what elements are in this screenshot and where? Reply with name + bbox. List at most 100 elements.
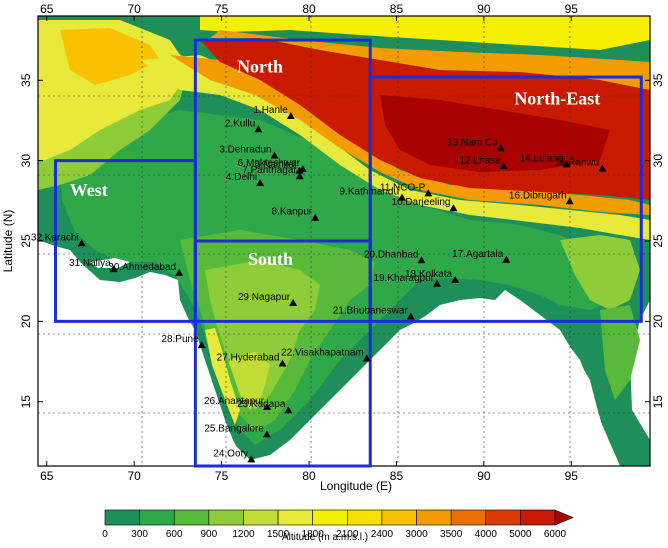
colorbar-tick-label: 300 xyxy=(131,529,148,540)
x-tick-label-top: 75 xyxy=(215,2,229,16)
colorbar-segment xyxy=(381,509,417,526)
station-label: 1.Hanle xyxy=(253,105,288,116)
station-label: 10.Darjeeling xyxy=(392,197,451,208)
station-label: 30.Ahmedabad xyxy=(108,262,176,273)
colorbar-tick-label: 2100 xyxy=(336,529,359,540)
station-marker xyxy=(254,125,263,133)
x-tick-label-top: 65 xyxy=(40,2,54,16)
gulf-kutch xyxy=(90,258,130,268)
tarim-border xyxy=(210,30,650,90)
region-label-north-east: North-East xyxy=(514,88,600,108)
x-tick-label: 75 xyxy=(215,469,229,483)
colorbar-tick-label: 0 xyxy=(102,529,108,540)
station-marker xyxy=(197,341,206,349)
station-marker xyxy=(289,298,298,306)
station-label: 7.Pantnagar xyxy=(242,165,297,176)
station-label: 15.Ranwu xyxy=(554,158,599,169)
region-label-south: South xyxy=(248,249,293,269)
colorbar-segment xyxy=(347,509,383,526)
station-marker xyxy=(598,164,607,172)
station-label: 3.Dehradun xyxy=(219,145,271,156)
station-label: 19.Kharagpur xyxy=(373,273,434,284)
station-label: 17.Agartala xyxy=(452,249,504,260)
y-axis-label: Latitude (N) xyxy=(1,210,15,273)
x-axis-label: Longitude (E) xyxy=(320,479,392,493)
colorbar-tick-label: 4000 xyxy=(475,529,498,540)
station-label: 25.Bangalore xyxy=(204,423,264,434)
station-marker xyxy=(247,455,256,463)
y-tick-label: 25 xyxy=(19,234,33,248)
tibetan-plateau-high xyxy=(380,95,610,172)
station-label: 31.Naliya xyxy=(69,258,111,269)
y-tick-label-right: 30 xyxy=(651,154,665,168)
station-marker xyxy=(451,276,460,284)
station-marker xyxy=(278,359,287,367)
colorbar-tick-label: 5000 xyxy=(509,529,532,540)
colorbar-segment xyxy=(139,509,175,526)
colorbar-tick-label: 2400 xyxy=(371,529,394,540)
station-marker xyxy=(109,265,118,273)
station-marker xyxy=(417,256,426,264)
station-label: 6.Mukteshwar xyxy=(238,158,301,169)
colorbar-tick-label: 1200 xyxy=(232,529,255,540)
station-label: 29.Nagapur xyxy=(238,292,291,303)
station-label: 5.Nainital xyxy=(255,160,297,171)
station-marker xyxy=(499,162,508,170)
station-label: 20.Dhanbad xyxy=(364,249,419,260)
y-tick-label-right: 25 xyxy=(651,234,665,248)
colorbar-segment xyxy=(520,509,556,526)
station-label: 28.Pune xyxy=(161,334,199,345)
colorbar-tick-label: 900 xyxy=(201,529,218,540)
station-marker xyxy=(284,406,293,414)
x-tick-label-top: 80 xyxy=(302,2,316,16)
tarim-basin xyxy=(200,16,650,50)
colorbar-segment xyxy=(173,509,210,526)
y-tick-label: 15 xyxy=(19,395,33,409)
station-label: 16.Dibrugarh xyxy=(509,190,567,201)
station-marker xyxy=(286,111,295,119)
station-marker xyxy=(562,160,571,168)
station-marker xyxy=(398,193,407,201)
y-tick-label: 30 xyxy=(19,154,33,168)
station-label: 23.Kadapa xyxy=(237,399,286,410)
myanmar-hills xyxy=(600,305,640,400)
axis-ticks: 65 65 70 70 75 75 80 80 85 85 90 90 95 95 15 15 20 20 25 25… xyxy=(19,2,665,483)
x-tick-label: 95 xyxy=(565,469,579,483)
station-marker xyxy=(496,144,505,152)
station-marker xyxy=(424,189,433,197)
region-box-north-east xyxy=(368,75,643,323)
station-marker xyxy=(362,354,371,362)
colorbar-segment xyxy=(416,509,452,526)
x-tick-label: 80 xyxy=(302,469,316,483)
station-marker xyxy=(270,151,279,159)
y-tick-label: 20 xyxy=(19,314,33,328)
colorbar-segment xyxy=(312,509,348,526)
station-marker xyxy=(311,213,320,221)
station-label: 11.NCO-P xyxy=(380,182,426,193)
colorbar: 0 300 600 900 1200 1500 1800 2100 2400 3000 3500 40… xyxy=(102,509,574,540)
colorbar-arrow xyxy=(554,509,574,526)
station-label: 24.Ooty xyxy=(213,448,248,459)
station-label: 8.Kanpur xyxy=(272,207,313,218)
colorbar-segment xyxy=(243,509,279,526)
station-label: 22.Visakhapatnam xyxy=(281,347,364,358)
colorbar-segment xyxy=(485,509,521,526)
station-label: 18.Kolkata xyxy=(405,269,453,280)
colorbar-label: Altitude (m a.m.s.l.) xyxy=(282,532,368,543)
colorbar-tick-label: 3000 xyxy=(405,529,428,540)
region-label-west: West xyxy=(70,180,108,200)
station-label: 32.Karachi xyxy=(31,232,79,243)
station-marker xyxy=(77,239,86,247)
station-marker xyxy=(298,165,307,173)
colorbar-segment xyxy=(277,509,313,526)
station-label: 4.Delhi xyxy=(226,172,257,183)
x-tick-label: 65 xyxy=(40,469,54,483)
western-ghats xyxy=(205,328,240,425)
station-marker xyxy=(262,430,271,438)
y-tick-label-right: 35 xyxy=(651,73,665,87)
station-marker xyxy=(263,402,272,410)
y-tick-label-right: 15 xyxy=(651,395,665,409)
region-box-south xyxy=(193,239,372,468)
station-marker xyxy=(433,279,442,287)
